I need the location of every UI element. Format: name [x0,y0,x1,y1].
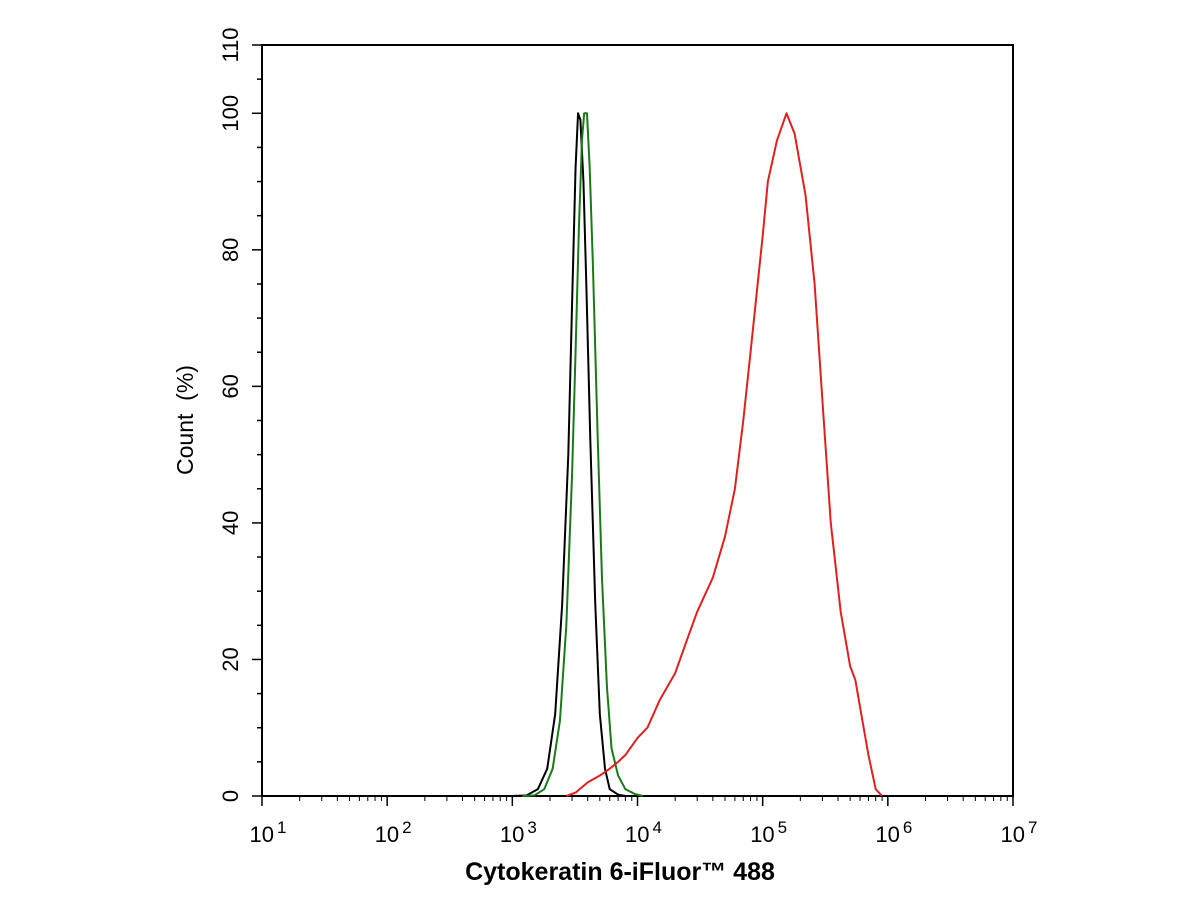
x-tick-label: 10 4 [625,818,662,847]
y-tick-label: 20 [218,647,243,671]
x-tick-label: 10 2 [375,818,412,847]
x-tick-label-exponent: 2 [402,818,411,837]
x-tick-label: 10 6 [875,818,912,847]
x-tick-label-exponent: 3 [527,818,536,837]
y-tick-label: 0 [218,790,243,802]
y-tick-label: 110 [218,27,243,62]
y-tick-label: 40 [218,511,243,535]
x-axis-title: Cytokeratin 6-iFluor™ 488 [465,858,775,886]
x-axis-ticks [261,796,1014,806]
y-tick-label: 80 [218,238,243,262]
x-tick-label-base: 10 [375,822,399,847]
x-tick-label-exponent: 1 [277,818,286,837]
x-tick-label: 10 7 [1001,818,1038,847]
x-tick-label-base: 10 [625,822,649,847]
y-axis-ticks [252,44,262,797]
y-tick-label: 100 [218,95,243,132]
series-line-1 [512,112,626,797]
x-tick-label-base: 10 [250,822,274,847]
x-tick-label-base: 10 [750,822,774,847]
x-tick-label-exponent: 6 [903,818,912,837]
x-tick-label: 10 1 [250,818,287,847]
x-tick-label-base: 10 [1001,822,1025,847]
x-axis-tick-labels: 10 1 10 2 10 3 10 4 10 5 10 6 10 7 [250,818,1038,847]
y-tick-label: 60 [218,374,243,398]
x-tick-label-exponent: 4 [653,818,662,837]
x-tick-label-base: 10 [500,822,524,847]
series-line-3 [565,112,883,797]
y-axis-tick-labels: 0 20 40 60 80 100 110 [218,27,243,802]
x-tick-label: 10 5 [750,818,787,847]
series-line-2 [522,112,643,797]
series-layer [512,112,883,797]
x-tick-label-exponent: 7 [1028,818,1037,837]
x-tick-label-exponent: 5 [778,818,787,837]
y-axis-title: Count (%) [172,365,198,475]
x-tick-label-base: 10 [875,822,899,847]
x-tick-label: 10 3 [500,818,537,847]
